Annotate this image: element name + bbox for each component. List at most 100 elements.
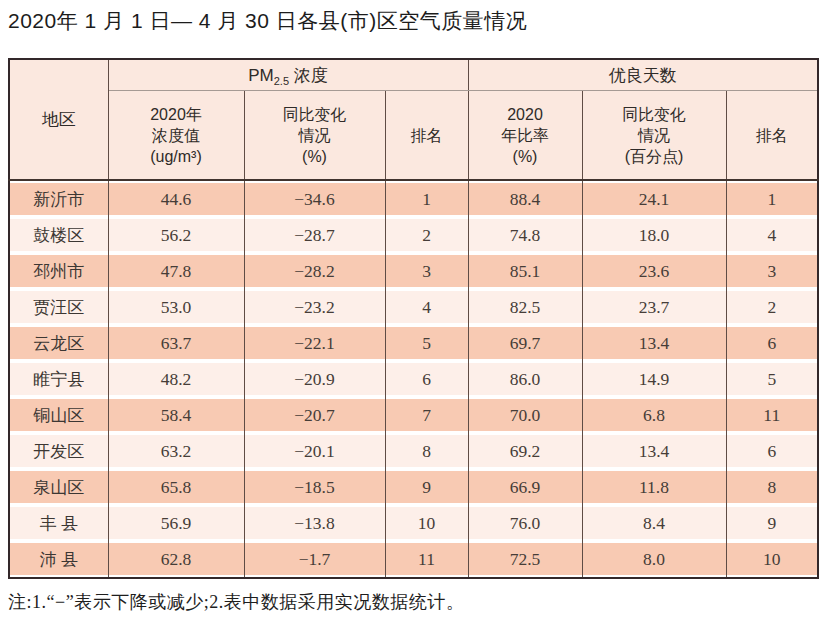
- ratio-change-cell: 23.7: [582, 289, 726, 325]
- header-ratio-rank: 排名: [726, 91, 818, 181]
- pm-value-cell: 44.6: [108, 180, 244, 217]
- region-cell: 泉山区: [9, 469, 108, 505]
- pm-change-cell: −23.2: [244, 289, 385, 325]
- pm25-label-subscript: 2.5: [274, 75, 289, 87]
- ratio-change-cell: 11.8: [582, 469, 726, 505]
- ratio-cell: 69.2: [468, 433, 582, 469]
- region-cell: 贾汪区: [9, 289, 108, 325]
- table-row: 邳州市 47.8 −28.2 3 85.1 23.6 3: [9, 253, 818, 289]
- ratio-change-cell: 13.4: [582, 433, 726, 469]
- table-row: 铜山区 58.4 −20.7 7 70.0 6.8 11: [9, 397, 818, 433]
- ratio-rank-cell: 2: [726, 289, 818, 325]
- header-ratio-change: 同比变化 情况 (百分点): [582, 91, 726, 181]
- pm-rank-cell: 11: [385, 541, 468, 578]
- region-cell: 云龙区: [9, 325, 108, 361]
- pm-rank-cell: 3: [385, 253, 468, 289]
- table-header: 地区 PM2.5 浓度 优良天数 2020年 浓度值 (ug/m³) 同比变化 …: [9, 59, 818, 180]
- header-region: 地区: [9, 59, 108, 180]
- ratio-rank-cell: 8: [726, 469, 818, 505]
- header-ratio: 2020 年比率 (%): [468, 91, 582, 181]
- ratio-rank-cell: 3: [726, 253, 818, 289]
- ratio-rank-cell: 1: [726, 180, 818, 217]
- pm-value-cell: 65.8: [108, 469, 244, 505]
- ratio-cell: 69.7: [468, 325, 582, 361]
- pm25-label-prefix: PM: [248, 66, 274, 85]
- ratio-change-cell: 14.9: [582, 361, 726, 397]
- region-cell: 新沂市: [9, 180, 108, 217]
- pm-change-cell: −13.8: [244, 505, 385, 541]
- pm-rank-cell: 2: [385, 217, 468, 253]
- header-group-good-days: 优良天数: [468, 59, 818, 91]
- table-row: 丰 县 56.9 −13.8 10 76.0 8.4 9: [9, 505, 818, 541]
- ratio-cell: 76.0: [468, 505, 582, 541]
- pm-change-cell: −34.6: [244, 180, 385, 217]
- ratio-rank-cell: 11: [726, 397, 818, 433]
- pm-rank-cell: 5: [385, 325, 468, 361]
- pm-change-cell: −1.7: [244, 541, 385, 578]
- table-row: 泉山区 65.8 −18.5 9 66.9 11.8 8: [9, 469, 818, 505]
- ratio-change-cell: 8.4: [582, 505, 726, 541]
- ratio-cell: 74.8: [468, 217, 582, 253]
- pm-value-cell: 56.9: [108, 505, 244, 541]
- table-row: 沛 县 62.8 −1.7 11 72.5 8.0 10: [9, 541, 818, 578]
- ratio-rank-cell: 6: [726, 433, 818, 469]
- pm-value-cell: 63.2: [108, 433, 244, 469]
- pm-value-cell: 56.2: [108, 217, 244, 253]
- pm-change-cell: −22.1: [244, 325, 385, 361]
- header-pm-rank: 排名: [385, 91, 468, 181]
- pm-rank-cell: 7: [385, 397, 468, 433]
- region-cell: 铜山区: [9, 397, 108, 433]
- table-row: 睢宁县 48.2 −20.9 6 86.0 14.9 5: [9, 361, 818, 397]
- table-row: 云龙区 63.7 −22.1 5 69.7 13.4 6: [9, 325, 818, 361]
- ratio-cell: 88.4: [468, 180, 582, 217]
- header-sub-row: 2020年 浓度值 (ug/m³) 同比变化 情况 (%) 排名 2020 年比…: [9, 91, 818, 181]
- ratio-change-cell: 24.1: [582, 180, 726, 217]
- pm-value-cell: 63.7: [108, 325, 244, 361]
- pm-change-cell: −20.1: [244, 433, 385, 469]
- table-body: 新沂市 44.6 −34.6 1 88.4 24.1 1 鼓楼区 56.2 −2…: [9, 180, 818, 578]
- ratio-change-cell: 23.6: [582, 253, 726, 289]
- table-row: 贾汪区 53.0 −23.2 4 82.5 23.7 2: [9, 289, 818, 325]
- ratio-change-cell: 6.8: [582, 397, 726, 433]
- page: 2020年 1 月 1 日— 4 月 30 日各县(市)区空气质量情况 地区 P…: [0, 0, 825, 620]
- pm-rank-cell: 4: [385, 289, 468, 325]
- air-quality-table: 地区 PM2.5 浓度 优良天数 2020年 浓度值 (ug/m³) 同比变化 …: [8, 58, 819, 579]
- region-cell: 睢宁县: [9, 361, 108, 397]
- ratio-rank-cell: 10: [726, 541, 818, 578]
- ratio-rank-cell: 9: [726, 505, 818, 541]
- footnote: 注:1.“−”表示下降或减少;2.表中数据采用实况数据统计。: [8, 590, 464, 614]
- pm-value-cell: 53.0: [108, 289, 244, 325]
- ratio-cell: 85.1: [468, 253, 582, 289]
- pm-change-cell: −28.7: [244, 217, 385, 253]
- pm-value-cell: 47.8: [108, 253, 244, 289]
- ratio-change-cell: 13.4: [582, 325, 726, 361]
- pm-value-cell: 58.4: [108, 397, 244, 433]
- table-row: 新沂市 44.6 −34.6 1 88.4 24.1 1: [9, 180, 818, 217]
- table-row: 开发区 63.2 −20.1 8 69.2 13.4 6: [9, 433, 818, 469]
- ratio-rank-cell: 4: [726, 217, 818, 253]
- pm25-label-suffix: 浓度: [289, 66, 328, 85]
- header-pm-change: 同比变化 情况 (%): [244, 91, 385, 181]
- pm-value-cell: 48.2: [108, 361, 244, 397]
- region-cell: 开发区: [9, 433, 108, 469]
- ratio-cell: 72.5: [468, 541, 582, 578]
- ratio-rank-cell: 5: [726, 361, 818, 397]
- header-group-row: 地区 PM2.5 浓度 优良天数: [9, 59, 818, 91]
- ratio-change-cell: 18.0: [582, 217, 726, 253]
- pm-rank-cell: 10: [385, 505, 468, 541]
- header-group-pm25: PM2.5 浓度: [108, 59, 468, 91]
- pm-change-cell: −20.7: [244, 397, 385, 433]
- region-cell: 鼓楼区: [9, 217, 108, 253]
- ratio-cell: 66.9: [468, 469, 582, 505]
- header-pm-value: 2020年 浓度值 (ug/m³): [108, 91, 244, 181]
- pm-rank-cell: 9: [385, 469, 468, 505]
- pm-value-cell: 62.8: [108, 541, 244, 578]
- ratio-rank-cell: 6: [726, 325, 818, 361]
- region-cell: 沛 县: [9, 541, 108, 578]
- region-cell: 邳州市: [9, 253, 108, 289]
- table-row: 鼓楼区 56.2 −28.7 2 74.8 18.0 4: [9, 217, 818, 253]
- region-cell: 丰 县: [9, 505, 108, 541]
- page-title: 2020年 1 月 1 日— 4 月 30 日各县(市)区空气质量情况: [8, 7, 527, 35]
- pm-rank-cell: 1: [385, 180, 468, 217]
- pm-rank-cell: 8: [385, 433, 468, 469]
